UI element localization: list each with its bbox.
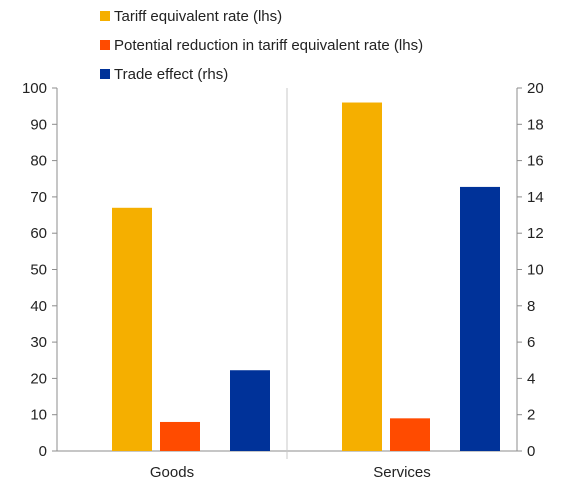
right-tick-label: 8 <box>527 298 535 315</box>
right-tick-label: 16 <box>527 153 544 170</box>
right-tick-label: 2 <box>527 407 535 424</box>
right-tick-label: 18 <box>527 116 544 133</box>
left-tick-label: 70 <box>30 189 47 206</box>
bar-services-series-2 <box>460 186 500 452</box>
bar-services-series-1 <box>390 418 430 451</box>
left-tick-label: 80 <box>30 153 47 170</box>
legend-label: Potential reduction in tariff equivalent… <box>114 37 423 54</box>
right-tick-label: 0 <box>527 443 535 460</box>
left-axis: 0 10 20 30 40 50 60 70 80 90 100 <box>22 80 57 460</box>
right-tick-label: 6 <box>527 334 535 351</box>
right-tick-label: 10 <box>527 262 544 279</box>
right-axis: 0 2 4 6 8 10 12 14 16 18 20 <box>517 80 544 460</box>
right-tick-label: 12 <box>527 225 544 242</box>
right-tick-label: 4 <box>527 370 535 387</box>
bar-services-series-0 <box>342 102 382 452</box>
left-tick-label: 0 <box>39 443 47 460</box>
left-tick-label: 40 <box>30 298 47 315</box>
right-tick-label: 20 <box>527 80 544 97</box>
left-tick-label: 20 <box>30 370 47 387</box>
legend-label: Trade effect (rhs) <box>114 66 228 83</box>
bar-goods-series-0 <box>112 207 152 451</box>
category-label: Goods <box>150 464 194 481</box>
legend-swatch <box>100 40 110 50</box>
bars <box>112 102 500 452</box>
left-tick-label: 100 <box>22 80 47 97</box>
right-tick-label: 14 <box>527 189 544 206</box>
left-tick-label: 30 <box>30 334 47 351</box>
legend-label: Tariff equivalent rate (lhs) <box>114 8 282 25</box>
category-labels: Goods Services <box>150 464 431 481</box>
left-tick-label: 90 <box>30 116 47 133</box>
legend: Tariff equivalent rate (lhs) Potential re… <box>100 8 423 83</box>
bar-goods-series-2 <box>230 370 270 451</box>
left-tick-label: 60 <box>30 225 47 242</box>
category-label: Services <box>373 464 431 481</box>
legend-swatch <box>100 69 110 79</box>
left-tick-label: 50 <box>30 262 47 279</box>
bar-goods-series-1 <box>160 421 200 451</box>
left-tick-label: 10 <box>30 407 47 424</box>
legend-swatch <box>100 11 110 21</box>
